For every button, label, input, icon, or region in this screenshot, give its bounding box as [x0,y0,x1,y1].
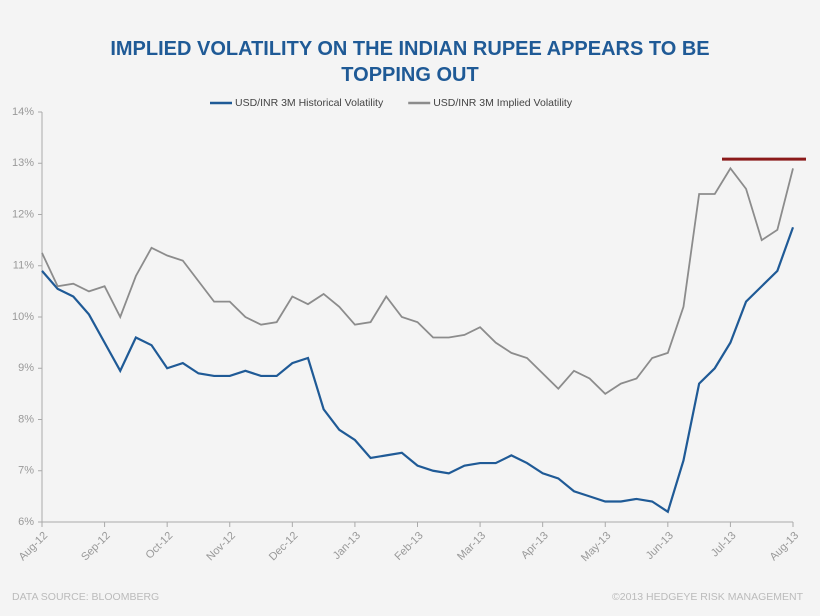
y-tick-label: 6% [18,516,34,528]
y-tick-label: 13% [12,157,34,169]
y-tick-label: 9% [18,362,34,374]
x-tick-label: Feb-13 [393,530,426,563]
credit: ©2013 HEDGEYE RISK MANAGEMENT [612,591,804,603]
series-line [41,166,794,396]
y-tick-label: 12% [12,208,34,220]
legend-label: USD/INR 3M Implied Volatility [433,97,573,109]
y-tick-label: 7% [18,465,34,477]
x-tick-label: May-13 [579,530,613,564]
x-tick-label: Sep-12 [79,530,113,564]
series-line [41,226,795,514]
x-tick-label: Mar-13 [455,530,488,563]
x-tick-label: Aug-12 [17,530,51,564]
x-tick-label: Jul-13 [709,530,739,560]
chart-title: IMPLIED VOLATILITY ON THE INDIAN RUPEE A… [110,38,710,86]
legend-label: USD/INR 3M Historical Volatility [235,97,384,109]
y-tick-label: 10% [12,311,34,323]
x-tick-label: Jan-13 [331,530,363,562]
y-tick-label: 14% [12,106,34,118]
x-tick-label: Oct-12 [144,530,176,562]
source: DATA SOURCE: BLOOMBERG [12,591,159,603]
x-tick-label: Nov-12 [204,530,238,564]
y-tick-label: 8% [18,413,34,425]
x-tick-label: Jun-13 [644,530,676,562]
x-tick-label: Apr-13 [519,530,551,562]
x-tick-label: Aug-13 [768,530,802,564]
x-tick-label: Dec-12 [267,530,301,564]
y-tick-label: 11% [13,260,34,272]
